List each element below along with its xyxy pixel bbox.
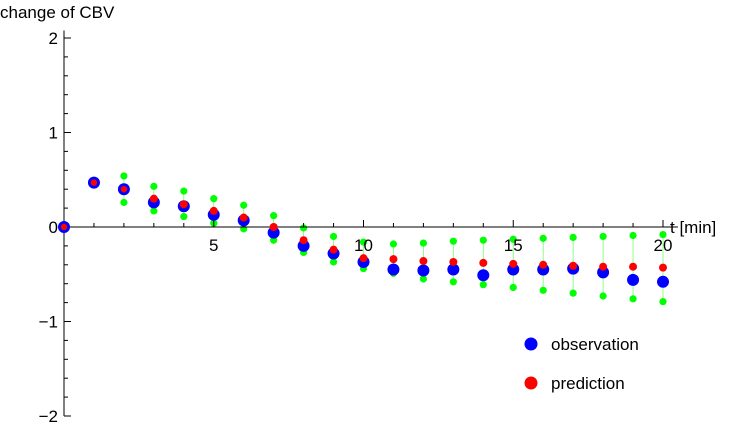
legend-prediction-marker — [524, 376, 538, 390]
observation-point — [597, 266, 610, 279]
axes-layer: −2 −1 0 1 2 5 10 15 20 — [39, 29, 678, 426]
x-tick-label: 5 — [209, 236, 218, 255]
x-tick-label: 15 — [504, 236, 523, 255]
upper-bound-point — [300, 224, 308, 232]
lower-bound-point — [449, 278, 457, 286]
prediction-point — [419, 257, 428, 266]
upper-bound-point — [569, 233, 577, 241]
prediction-point — [149, 194, 158, 203]
upper-bound-point — [240, 201, 248, 209]
prediction-point — [539, 260, 548, 269]
observation-point — [297, 239, 310, 252]
upper-bound-point — [270, 212, 278, 220]
upper-bound-point — [629, 231, 637, 240]
upper-bound-point — [659, 230, 667, 239]
lower-bound-point — [270, 236, 278, 244]
x-tick-label: 20 — [654, 236, 673, 255]
prediction-point — [629, 262, 638, 271]
upper-bound-point — [479, 236, 487, 244]
legend-prediction-label: prediction — [551, 374, 625, 393]
observation-point — [657, 275, 669, 288]
lower-bound-point — [150, 207, 158, 215]
lower-bound-point — [120, 198, 128, 207]
prediction-point — [60, 223, 68, 231]
prediction-point — [479, 258, 488, 267]
observation-point — [417, 264, 430, 277]
y-tick-label: 0 — [49, 218, 58, 237]
lower-bound-point — [509, 283, 517, 292]
y-tick-label: −1 — [39, 313, 58, 332]
upper-bound-point — [359, 238, 368, 246]
observation-point — [447, 263, 460, 276]
observation-point — [387, 263, 400, 276]
prediction-point — [269, 223, 278, 231]
lower-bound-point — [599, 292, 607, 300]
lower-bound-point — [659, 298, 667, 306]
prediction-point — [569, 261, 578, 270]
x-axis-label: t [min] — [670, 218, 716, 237]
x-tick-label: 10 — [354, 236, 373, 255]
y-tick-label: 2 — [49, 29, 58, 48]
lower-bound-point — [539, 286, 547, 294]
y-tick-label: 1 — [49, 124, 58, 143]
y-axis-label: change of CBV — [0, 3, 115, 22]
prediction-point — [389, 255, 398, 264]
y-tick-label: −2 — [39, 407, 58, 426]
observation-point — [627, 273, 640, 286]
prediction-point — [329, 245, 338, 254]
lower-bound-point — [180, 213, 188, 221]
lower-bound-point — [629, 295, 637, 303]
upper-bound-point — [329, 232, 338, 241]
prediction-point — [509, 259, 518, 268]
legend: observation prediction — [524, 335, 639, 393]
observation-point — [267, 226, 280, 239]
observation-point — [477, 269, 490, 282]
prediction-point — [299, 236, 308, 245]
legend-observation-label: observation — [551, 335, 639, 354]
upper-bound-point — [150, 182, 158, 190]
prediction-point — [359, 254, 368, 263]
upper-bound-point — [539, 234, 547, 242]
upper-bound-point — [389, 240, 398, 248]
legend-observation-marker — [524, 337, 538, 351]
lower-bound-point — [329, 258, 338, 266]
prediction-point — [209, 206, 218, 215]
upper-bound-point — [509, 235, 517, 243]
upper-bound-point — [419, 239, 427, 247]
upper-bound-point — [599, 232, 607, 241]
prediction-point — [659, 263, 667, 272]
prediction-point — [120, 186, 128, 193]
points-layer — [58, 176, 669, 288]
prediction-point — [90, 179, 98, 186]
lower-bound-point — [419, 275, 427, 283]
upper-bound-point — [180, 187, 188, 195]
upper-bound-point — [120, 172, 128, 180]
upper-bound-point — [449, 237, 457, 245]
prediction-point — [179, 200, 188, 209]
lower-bound-point — [479, 281, 487, 289]
prediction-point — [599, 262, 608, 271]
upper-bound-point — [210, 195, 218, 203]
prediction-point — [239, 213, 248, 222]
observation-point — [507, 263, 520, 276]
prediction-point — [449, 257, 458, 266]
lower-bound-point — [569, 289, 577, 297]
